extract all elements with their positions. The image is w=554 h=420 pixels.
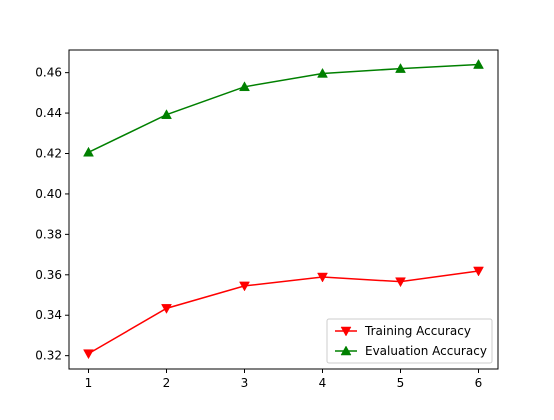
legend-label: Evaluation Accuracy — [365, 344, 487, 358]
data-point-marker — [473, 59, 484, 69]
legend-marker — [340, 326, 352, 337]
x-tick-label: 6 — [475, 376, 483, 390]
x-tick-label: 4 — [319, 376, 327, 390]
data-point-marker — [161, 304, 172, 314]
x-tick-label: 2 — [163, 376, 171, 390]
series-line — [88, 270, 479, 355]
y-tick-label: 0.36 — [35, 268, 62, 282]
y-tick-label: 0.38 — [35, 227, 62, 241]
data-point-marker — [317, 67, 328, 78]
data-point-marker — [473, 266, 484, 277]
data-point-marker — [395, 277, 406, 288]
data-point-marker — [239, 81, 250, 92]
series-layer — [83, 59, 484, 360]
data-point-marker — [395, 63, 406, 73]
data-point-marker — [83, 146, 94, 157]
legend: Training Accuracy Evaluation Accuracy — [326, 318, 493, 364]
legend-box — [326, 318, 493, 364]
data-point-marker — [317, 272, 328, 283]
legend-marker — [340, 345, 352, 356]
axes: 1 2 3 4 5 6 0.32 0.34 0.36 0.38 0.40 0.42 0.44 0.46 — [35, 49, 499, 390]
data-point-marker — [83, 349, 94, 360]
data-point-marker — [239, 281, 250, 292]
y-tick-label: 0.42 — [35, 147, 62, 161]
x-tick-label: 3 — [241, 376, 249, 390]
legend-item: Evaluation Accuracy — [335, 344, 487, 358]
legend-item: Training Accuracy — [335, 324, 471, 338]
y-tick-label: 0.46 — [35, 66, 62, 80]
data-point-marker — [161, 109, 172, 119]
plot-frame — [68, 49, 499, 370]
y-tick-label: 0.32 — [35, 349, 62, 363]
x-tick-label: 5 — [397, 376, 405, 390]
y-tick-label: 0.40 — [35, 187, 62, 201]
series-line — [88, 63, 479, 153]
y-tick-label: 0.34 — [35, 308, 62, 322]
x-tick-label: 1 — [85, 376, 93, 390]
y-tick-label: 0.44 — [35, 106, 62, 120]
legend-label: Training Accuracy — [364, 324, 471, 338]
series-training-accuracy — [83, 266, 484, 360]
series-evaluation-accuracy — [83, 59, 484, 157]
